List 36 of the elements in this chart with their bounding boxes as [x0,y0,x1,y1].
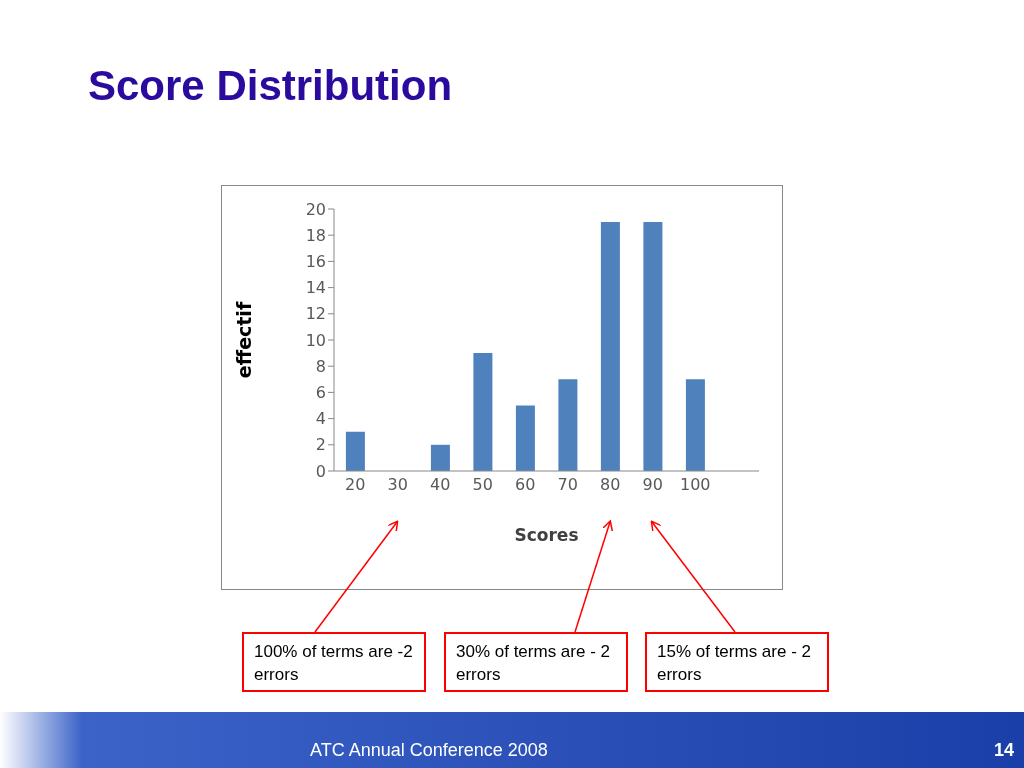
bar [600,222,620,471]
x-tick-label: 60 [515,475,536,495]
y-tick-label: 14 [305,278,326,298]
y-tick-label: 10 [305,330,326,350]
y-tick-label: 20 [305,199,326,219]
y-tick-label: 6 [315,383,326,403]
text: 14 [993,740,1014,761]
bar [430,444,450,471]
x-tick-label: 70 [557,475,578,495]
bar [685,379,705,471]
text: 30% of terms are - 2 errors [444,632,628,692]
x-tick-label: 50 [472,475,493,495]
x-tick-label: 100 [679,475,711,495]
text: ATC Annual Conference 2008 [310,740,548,761]
y-tick-label: 4 [315,409,326,429]
y-tick-label: 12 [305,304,326,324]
x-axis-title: Scores [514,525,579,545]
bar [643,222,663,471]
y-tick-label: 8 [315,356,326,376]
x-tick-label: 80 [600,475,621,495]
bar [558,379,578,471]
bar [473,353,493,471]
x-tick-label: 30 [387,475,408,495]
y-tick-label: 2 [315,435,326,455]
y-tick-label: 18 [305,225,326,245]
text: 15% of terms are - 2 errors [645,632,829,692]
text: 100% of terms are -2 errors [242,632,426,692]
bar [345,431,365,471]
y-axis-title: effectif [232,301,255,379]
y-tick-label: 0 [315,461,326,481]
bar [515,405,535,471]
x-tick-label: 90 [642,475,663,495]
x-tick-label: 40 [430,475,451,495]
x-tick-label: 20 [345,475,366,495]
y-tick-label: 16 [305,252,326,272]
chart-title: Score Distribution [88,62,453,110]
